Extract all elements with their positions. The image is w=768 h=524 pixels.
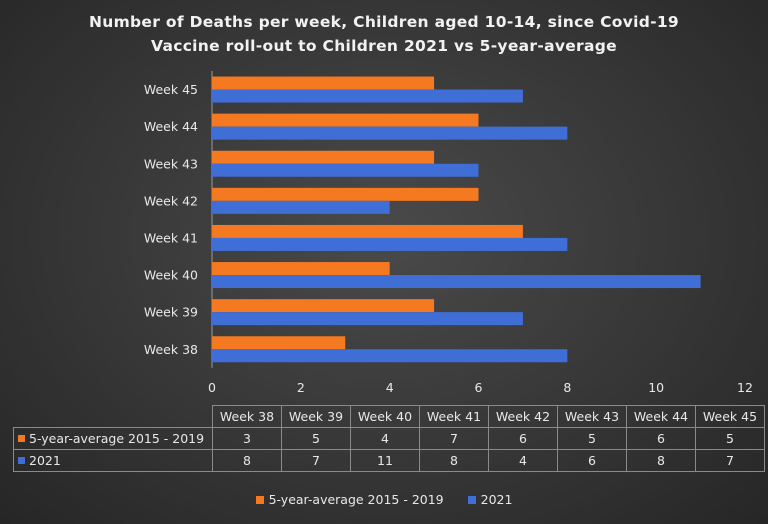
table-cell: 6 (488, 427, 558, 450)
y-tick-label: Week 41 (144, 230, 198, 245)
table-cell: 5 (281, 427, 351, 450)
table-header-row: Week 38 Week 39 Week 40 Week 41 Week 42 … (14, 405, 765, 428)
bar-avg-week-45 (212, 76, 435, 90)
table-cell: 8 (212, 449, 282, 472)
legend-marker-2021 (467, 496, 476, 504)
bar-avg-week-41 (212, 224, 523, 238)
legend-swatch-avg (18, 435, 25, 442)
bar-avg-week-44 (212, 113, 479, 127)
table-header-week-45: Week 45 (695, 405, 765, 428)
y-tick-label: Week 40 (144, 268, 198, 283)
legend-marker-avg (255, 496, 264, 504)
x-tick-label: 6 (475, 380, 483, 395)
table-cell: 7 (281, 449, 351, 472)
x-tick-label: 12 (737, 380, 753, 395)
legend-label-avg: 5-year-average 2015 - 2019 (268, 492, 444, 507)
bar-2021-week-41 (212, 237, 568, 251)
chart-title-line-2: Vaccine roll-out to Children 2021 vs 5-y… (151, 37, 617, 55)
data-table: Week 38 Week 39 Week 40 Week 41 Week 42 … (13, 405, 765, 472)
chart-legend: 5-year-average 2015 - 2019 2021 (0, 492, 768, 507)
table-header-week-44: Week 44 (626, 405, 696, 428)
bar-2021-week-40 (212, 275, 701, 289)
bar-2021-week-42 (212, 200, 390, 214)
table-series-label-avg: 5-year-average 2015 - 2019 (13, 427, 213, 450)
table-series-name-2021: 2021 (29, 453, 61, 468)
chart-title-line-1: Number of Deaths per week, Children aged… (88, 13, 680, 31)
table-header-week-40: Week 40 (350, 405, 420, 428)
y-tick-label: Week 42 (144, 193, 198, 208)
y-tick-label: Week 38 (144, 342, 198, 357)
x-tick-label: 2 (297, 380, 305, 395)
bar-avg-week-39 (212, 299, 435, 313)
legend-swatch-2021 (18, 457, 25, 464)
x-tick-label: 0 (208, 380, 216, 395)
bar-avg-week-40 (212, 262, 390, 276)
table-cell: 4 (488, 449, 558, 472)
legend-item-avg: 5-year-average 2015 - 2019 (255, 492, 444, 507)
bar-2021-week-45 (212, 89, 523, 103)
x-tick-labels: 0 2 4 6 8 10 12 (208, 380, 753, 395)
table-header-week-42: Week 42 (488, 405, 558, 428)
y-tick-labels: Week 38 Week 39 Week 40 Week 41 Week 42 Week … (144, 82, 198, 357)
table-cell: 6 (557, 449, 627, 472)
table-series-name-avg: 5-year-average 2015 - 2019 (29, 431, 205, 446)
bar-2021-week-43 (212, 163, 479, 177)
table-cell: 11 (350, 449, 420, 472)
x-tick-label: 10 (648, 380, 664, 395)
table-row-2021: 2021 8 7 11 8 4 6 8 7 (13, 449, 765, 472)
table-row-5-year-average: 5-year-average 2015 - 2019 3 5 4 7 6 5 6… (13, 427, 765, 450)
bars-group (212, 76, 701, 363)
bar-2021-week-44 (212, 126, 568, 140)
y-tick-label: Week 45 (144, 82, 198, 97)
bar-avg-week-43 (212, 150, 435, 164)
table-cell: 7 (419, 427, 489, 450)
table-cell: 5 (557, 427, 627, 450)
y-tick-label: Week 44 (144, 119, 198, 134)
table-cell: 6 (626, 427, 696, 450)
bar-avg-week-38 (212, 336, 346, 350)
bar-avg-week-42 (212, 187, 479, 201)
bar-chart: Week 38 Week 39 Week 40 Week 41 Week 42 Week … (144, 71, 753, 395)
legend-label-2021: 2021 (480, 492, 513, 507)
x-tick-label: 8 (563, 380, 571, 395)
table-cell: 5 (695, 427, 765, 450)
table-header-week-43: Week 43 (557, 405, 627, 428)
table-cell: 7 (695, 449, 765, 472)
x-tick-label: 4 (386, 380, 394, 395)
table-header-week-39: Week 39 (281, 405, 351, 428)
bar-2021-week-38 (212, 349, 568, 363)
bar-2021-week-39 (212, 312, 523, 326)
y-tick-label: Week 43 (144, 156, 198, 171)
legend-item-2021: 2021 (467, 492, 513, 507)
table-header-week-41: Week 41 (419, 405, 489, 428)
table-cell: 4 (350, 427, 420, 450)
table-series-label-2021: 2021 (13, 449, 213, 472)
table-cell: 8 (419, 449, 489, 472)
table-cell: 8 (626, 449, 696, 472)
y-tick-label: Week 39 (144, 305, 198, 320)
table-cell: 3 (212, 427, 282, 450)
table-corner (14, 406, 213, 428)
chart-title: Number of Deaths per week, Children aged… (0, 10, 768, 58)
table-header-week-38: Week 38 (212, 405, 282, 428)
